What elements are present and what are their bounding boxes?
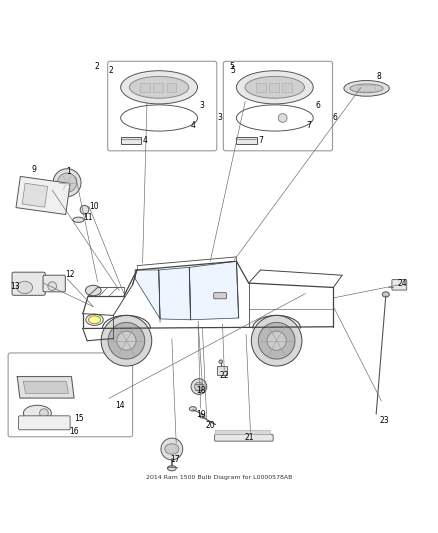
Ellipse shape bbox=[189, 407, 196, 411]
Text: 3: 3 bbox=[199, 101, 204, 110]
Ellipse shape bbox=[278, 114, 287, 123]
Ellipse shape bbox=[344, 80, 389, 96]
FancyBboxPatch shape bbox=[18, 416, 70, 430]
Ellipse shape bbox=[48, 282, 57, 290]
FancyBboxPatch shape bbox=[217, 366, 227, 375]
Text: 15: 15 bbox=[74, 414, 84, 423]
Ellipse shape bbox=[73, 217, 84, 222]
Ellipse shape bbox=[80, 205, 89, 214]
Text: 2014 Ram 1500 Bulb Diagram for L0000578AB: 2014 Ram 1500 Bulb Diagram for L0000578A… bbox=[146, 474, 292, 480]
Text: 2: 2 bbox=[109, 67, 114, 75]
Ellipse shape bbox=[237, 105, 313, 131]
Ellipse shape bbox=[258, 322, 295, 359]
Ellipse shape bbox=[129, 76, 189, 98]
Text: 17: 17 bbox=[170, 455, 180, 464]
Ellipse shape bbox=[108, 322, 145, 359]
Text: 12: 12 bbox=[65, 270, 75, 279]
Ellipse shape bbox=[251, 316, 302, 366]
Text: 22: 22 bbox=[220, 371, 230, 380]
Bar bbox=[16, 176, 70, 215]
FancyBboxPatch shape bbox=[121, 137, 141, 144]
Text: 14: 14 bbox=[115, 401, 125, 410]
Polygon shape bbox=[17, 377, 74, 398]
Text: 10: 10 bbox=[89, 202, 99, 211]
Ellipse shape bbox=[88, 316, 101, 324]
Text: 2: 2 bbox=[95, 62, 99, 71]
Text: 6: 6 bbox=[315, 101, 320, 110]
Text: 6: 6 bbox=[333, 114, 338, 123]
Text: 1: 1 bbox=[66, 167, 71, 176]
Ellipse shape bbox=[161, 438, 183, 460]
Text: 5: 5 bbox=[230, 67, 235, 75]
FancyBboxPatch shape bbox=[43, 275, 65, 292]
Polygon shape bbox=[23, 381, 68, 393]
Ellipse shape bbox=[53, 169, 81, 197]
Polygon shape bbox=[159, 268, 191, 320]
Ellipse shape bbox=[350, 84, 383, 93]
Text: 11: 11 bbox=[83, 213, 92, 222]
Text: 3: 3 bbox=[217, 114, 222, 123]
Ellipse shape bbox=[245, 76, 304, 98]
Text: 21: 21 bbox=[244, 433, 254, 442]
FancyBboxPatch shape bbox=[215, 434, 273, 441]
Ellipse shape bbox=[165, 444, 179, 454]
FancyBboxPatch shape bbox=[214, 293, 226, 299]
Ellipse shape bbox=[121, 105, 198, 131]
Ellipse shape bbox=[219, 360, 223, 364]
Text: 9: 9 bbox=[31, 165, 36, 174]
Text: 5: 5 bbox=[229, 62, 234, 71]
Text: 18: 18 bbox=[196, 386, 206, 395]
Ellipse shape bbox=[191, 379, 207, 394]
Text: 7: 7 bbox=[259, 135, 264, 144]
FancyBboxPatch shape bbox=[256, 83, 265, 92]
FancyBboxPatch shape bbox=[392, 280, 407, 290]
FancyBboxPatch shape bbox=[269, 83, 279, 92]
FancyBboxPatch shape bbox=[358, 85, 375, 92]
FancyBboxPatch shape bbox=[153, 83, 163, 92]
Ellipse shape bbox=[39, 409, 48, 417]
Ellipse shape bbox=[382, 292, 389, 297]
Ellipse shape bbox=[167, 466, 176, 471]
FancyBboxPatch shape bbox=[282, 83, 292, 92]
Ellipse shape bbox=[200, 415, 205, 418]
Text: 4: 4 bbox=[191, 122, 195, 131]
Text: 8: 8 bbox=[376, 72, 381, 81]
Ellipse shape bbox=[117, 331, 136, 350]
Text: 4: 4 bbox=[143, 135, 148, 144]
FancyBboxPatch shape bbox=[140, 83, 150, 92]
Ellipse shape bbox=[194, 382, 203, 391]
Ellipse shape bbox=[57, 173, 77, 192]
Text: 7: 7 bbox=[306, 122, 311, 131]
Ellipse shape bbox=[267, 331, 286, 350]
Bar bbox=[22, 183, 48, 207]
Text: 20: 20 bbox=[205, 422, 215, 430]
FancyBboxPatch shape bbox=[12, 272, 45, 295]
FancyBboxPatch shape bbox=[215, 430, 271, 434]
FancyBboxPatch shape bbox=[237, 137, 257, 144]
Text: 13: 13 bbox=[11, 281, 20, 290]
Ellipse shape bbox=[85, 285, 101, 296]
Polygon shape bbox=[189, 261, 239, 320]
Ellipse shape bbox=[17, 281, 32, 294]
FancyBboxPatch shape bbox=[166, 83, 176, 92]
Text: 24: 24 bbox=[397, 279, 407, 288]
Text: 23: 23 bbox=[380, 416, 389, 425]
Polygon shape bbox=[135, 270, 160, 319]
Ellipse shape bbox=[101, 316, 152, 366]
Text: 16: 16 bbox=[70, 427, 79, 436]
Text: 19: 19 bbox=[196, 409, 206, 418]
Ellipse shape bbox=[121, 71, 198, 104]
Ellipse shape bbox=[237, 71, 313, 104]
Ellipse shape bbox=[23, 405, 51, 421]
Ellipse shape bbox=[86, 314, 103, 326]
